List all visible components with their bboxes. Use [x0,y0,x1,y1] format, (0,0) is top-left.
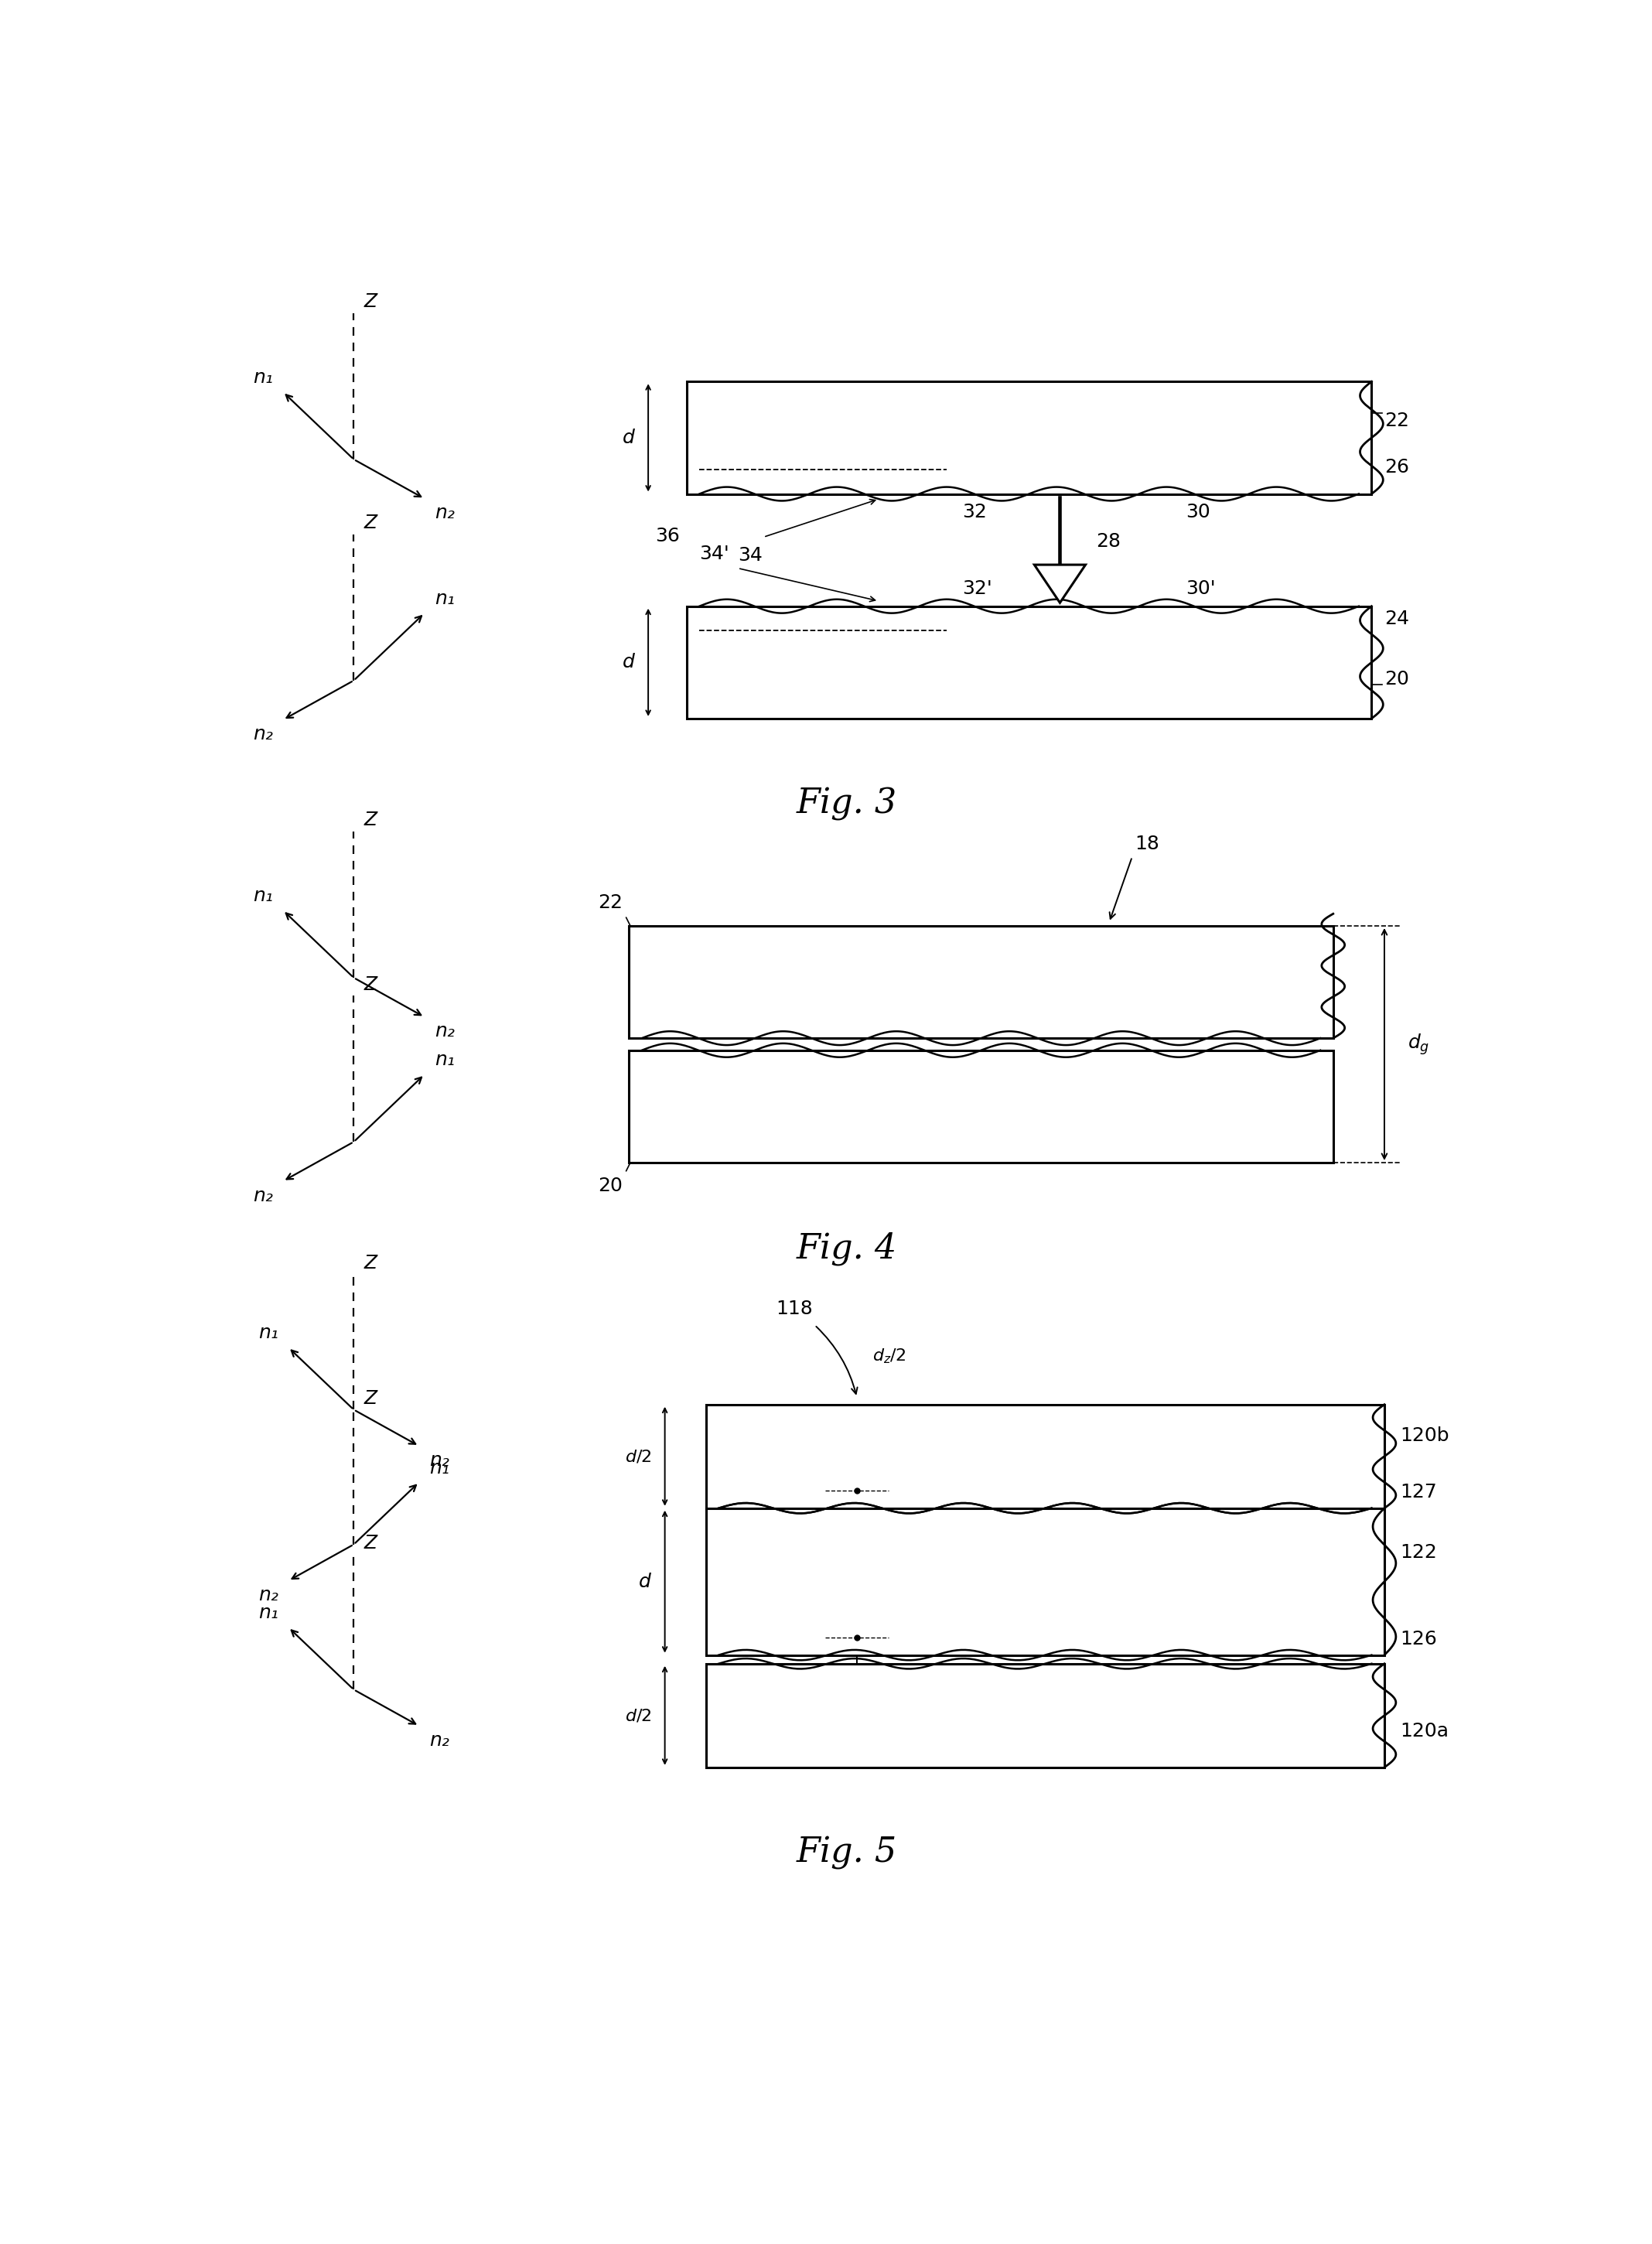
Bar [687,381,1371,494]
Text: n₁: n₁ [434,1050,454,1070]
Text: n₂: n₂ [253,1187,273,1205]
Text: $d_g$: $d_g$ [1408,1032,1429,1057]
Bar [687,606,1371,718]
Text: n₂: n₂ [258,1587,278,1604]
Text: 22: 22 [1384,411,1409,431]
Text: 120a: 120a [1399,1721,1449,1741]
Text: $d$: $d$ [621,653,636,671]
Text: Fig. 5: Fig. 5 [796,1836,897,1869]
Bar [705,1405,1384,1508]
Text: 32: 32 [961,503,986,521]
Text: 26: 26 [1384,458,1409,476]
Text: n₁: n₁ [430,1459,449,1477]
Text: Z: Z [363,1535,377,1553]
Text: n₁: n₁ [434,590,454,608]
Text: Fig. 3: Fig. 3 [796,788,897,821]
Text: 126: 126 [1399,1629,1437,1647]
Text: 22: 22 [598,893,623,911]
Polygon shape [1034,565,1085,604]
Text: n₂: n₂ [434,505,454,523]
Text: Z: Z [363,976,377,994]
Text: 127: 127 [1399,1483,1437,1501]
Text: Z: Z [363,1254,377,1272]
Text: 20: 20 [598,1176,623,1196]
Text: Z: Z [363,810,377,830]
Bar [705,1508,1384,1656]
Text: n₁: n₁ [253,886,273,904]
Bar [629,1050,1333,1162]
Text: $d/2$: $d/2$ [624,1708,653,1723]
Text: Fig. 4: Fig. 4 [796,1232,897,1266]
Text: Z: Z [363,1389,377,1407]
Text: Z: Z [363,514,377,532]
Text: $d_z/2$: $d_z/2$ [872,1723,905,1741]
Text: $d/2$: $d/2$ [624,1447,653,1465]
Text: 24: 24 [1384,610,1409,628]
Text: $d$: $d$ [621,429,636,447]
Text: 34: 34 [738,545,763,563]
Text: n₁: n₁ [258,1604,278,1622]
Text: 120b: 120b [1399,1427,1449,1445]
Text: 30: 30 [1186,503,1211,521]
Text: n₂: n₂ [430,1730,449,1750]
Text: $d_z$: $d_z$ [900,473,920,491]
Text: 36: 36 [656,527,681,545]
Bar [629,927,1333,1039]
Text: 18: 18 [1135,835,1160,853]
Text: 30': 30' [1186,579,1216,597]
Text: n₂: n₂ [434,1023,454,1041]
Text: 28: 28 [1095,532,1120,550]
Text: n₂: n₂ [430,1452,449,1470]
Text: 34': 34' [699,545,730,563]
Text: 122: 122 [1399,1544,1437,1562]
Text: 118: 118 [776,1299,813,1317]
Text: 32': 32' [961,579,991,597]
Bar [705,1663,1384,1768]
Text: Z: Z [363,292,377,312]
Text: n₂: n₂ [253,725,273,743]
Text: n₁: n₁ [258,1324,278,1342]
Text: n₁: n₁ [253,368,273,386]
Text: $d_z/2$: $d_z/2$ [872,1346,905,1364]
Text: 20: 20 [1384,671,1409,689]
Text: $d$: $d$ [638,1573,653,1591]
Text: $d_z$: $d_z$ [900,608,920,628]
